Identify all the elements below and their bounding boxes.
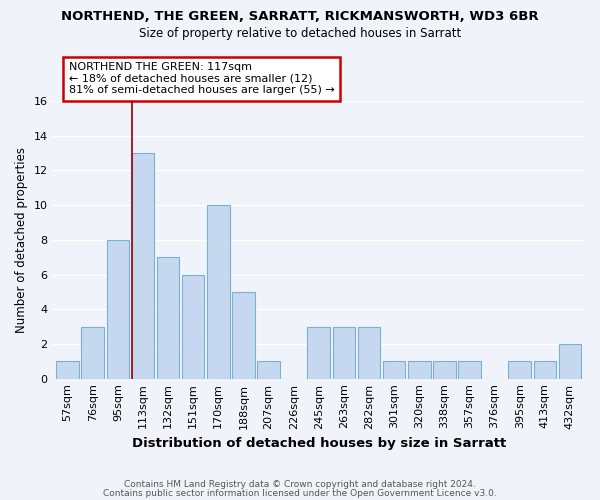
Bar	[508, 362, 531, 378]
Y-axis label: Number of detached properties: Number of detached properties	[15, 147, 28, 333]
Bar	[559, 344, 581, 378]
Bar	[458, 362, 481, 378]
Bar	[383, 362, 406, 378]
Bar	[107, 240, 129, 378]
Bar	[232, 292, 255, 378]
Bar	[533, 362, 556, 378]
Text: NORTHEND THE GREEN: 117sqm
← 18% of detached houses are smaller (12)
81% of semi: NORTHEND THE GREEN: 117sqm ← 18% of deta…	[68, 62, 334, 96]
Text: Contains public sector information licensed under the Open Government Licence v3: Contains public sector information licen…	[103, 488, 497, 498]
Bar	[433, 362, 455, 378]
Text: Contains HM Land Registry data © Crown copyright and database right 2024.: Contains HM Land Registry data © Crown c…	[124, 480, 476, 489]
Bar	[207, 205, 230, 378]
X-axis label: Distribution of detached houses by size in Sarratt: Distribution of detached houses by size …	[131, 437, 506, 450]
Bar	[182, 274, 205, 378]
Text: NORTHEND, THE GREEN, SARRATT, RICKMANSWORTH, WD3 6BR: NORTHEND, THE GREEN, SARRATT, RICKMANSWO…	[61, 10, 539, 23]
Bar	[82, 326, 104, 378]
Bar	[408, 362, 431, 378]
Bar	[358, 326, 380, 378]
Bar	[307, 326, 330, 378]
Bar	[257, 362, 280, 378]
Text: Size of property relative to detached houses in Sarratt: Size of property relative to detached ho…	[139, 28, 461, 40]
Bar	[131, 153, 154, 378]
Bar	[332, 326, 355, 378]
Bar	[157, 257, 179, 378]
Bar	[56, 362, 79, 378]
